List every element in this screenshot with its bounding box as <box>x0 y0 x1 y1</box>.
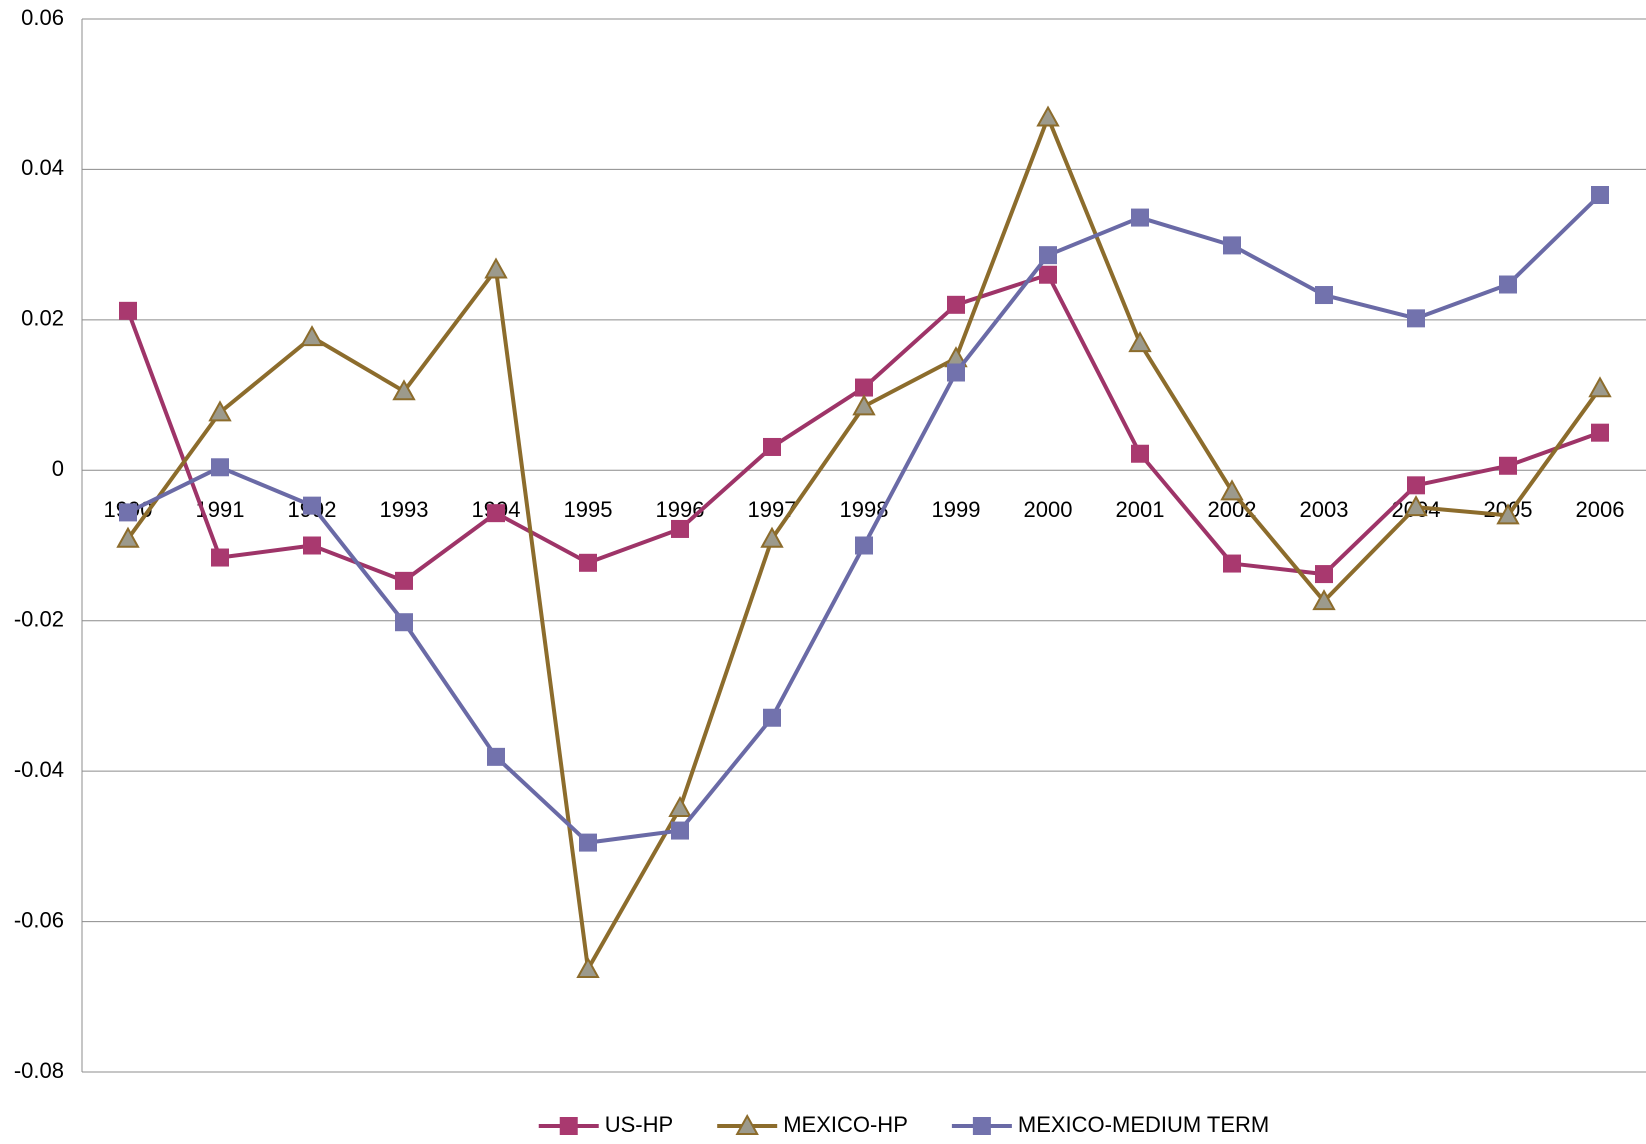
legend-label: US-HP <box>605 1112 673 1137</box>
x-tick-label: 1997 <box>748 497 797 522</box>
data-point <box>1315 286 1333 305</box>
data-point <box>668 795 692 817</box>
data-point <box>211 548 229 567</box>
data-point <box>1404 495 1428 517</box>
series-line <box>126 272 1601 583</box>
data-point <box>855 378 873 397</box>
data-point <box>947 363 965 382</box>
data-point <box>119 301 137 320</box>
y-tick-label: 0 <box>52 456 64 481</box>
data-point <box>760 526 784 548</box>
data-point <box>1496 503 1520 525</box>
data-point <box>1407 476 1425 495</box>
data-point <box>1039 246 1057 265</box>
data-point <box>1223 236 1241 255</box>
data-point <box>1407 309 1425 328</box>
x-tick-label: 2001 <box>1116 497 1165 522</box>
legend-label: MEXICO-MEDIUM TERM <box>1018 1112 1269 1137</box>
data-point <box>392 379 416 401</box>
data-point <box>947 295 965 314</box>
legend-marker <box>735 1113 759 1135</box>
data-point <box>1131 444 1149 463</box>
y-tick-label: -0.08 <box>14 1058 64 1083</box>
data-point <box>303 536 321 555</box>
data-point <box>303 496 321 515</box>
data-point <box>671 821 689 840</box>
x-tick-label: 2000 <box>1024 497 1073 522</box>
data-point <box>395 571 413 590</box>
data-point <box>116 526 140 548</box>
data-point <box>208 400 232 422</box>
data-point <box>579 833 597 852</box>
data-point <box>763 708 781 727</box>
data-point <box>576 956 600 978</box>
data-point <box>1036 105 1060 127</box>
data-point <box>1588 376 1612 398</box>
data-point <box>763 437 781 456</box>
x-tick-label: 2003 <box>1300 497 1349 522</box>
data-point <box>487 504 505 523</box>
data-point <box>671 519 689 538</box>
data-point <box>211 458 229 477</box>
data-point <box>1223 554 1241 573</box>
data-point <box>1128 331 1152 353</box>
legend-label: MEXICO-HP <box>783 1112 908 1137</box>
data-point <box>484 257 508 279</box>
data-point <box>1131 208 1149 227</box>
data-point <box>1039 265 1057 284</box>
data-point <box>1220 479 1244 501</box>
data-point <box>395 613 413 632</box>
y-tick-label: 0.04 <box>21 155 64 180</box>
legend-marker <box>972 1117 991 1135</box>
legend-marker <box>559 1117 578 1135</box>
y-tick-label: -0.02 <box>14 607 64 632</box>
data-point <box>1312 589 1336 611</box>
data-point <box>852 394 876 416</box>
data-point <box>119 503 137 522</box>
x-tick-label: 2006 <box>1576 497 1625 522</box>
data-point <box>855 536 873 555</box>
y-tick-label: 0.06 <box>21 5 64 30</box>
y-tick-label: 0.02 <box>21 306 64 331</box>
data-point <box>1499 456 1517 475</box>
x-tick-label: 1996 <box>656 497 705 522</box>
data-point <box>579 553 597 572</box>
x-tick-label: 1995 <box>564 497 613 522</box>
x-tick-label: 1993 <box>380 497 429 522</box>
y-tick-label: -0.04 <box>14 757 64 782</box>
data-point <box>1591 423 1609 442</box>
data-point <box>1315 565 1333 584</box>
y-tick-label: -0.06 <box>14 907 64 932</box>
data-point <box>300 325 324 347</box>
data-point <box>1499 275 1517 294</box>
x-tick-label: 1999 <box>932 497 981 522</box>
data-point <box>1591 186 1609 205</box>
data-point <box>487 747 505 766</box>
